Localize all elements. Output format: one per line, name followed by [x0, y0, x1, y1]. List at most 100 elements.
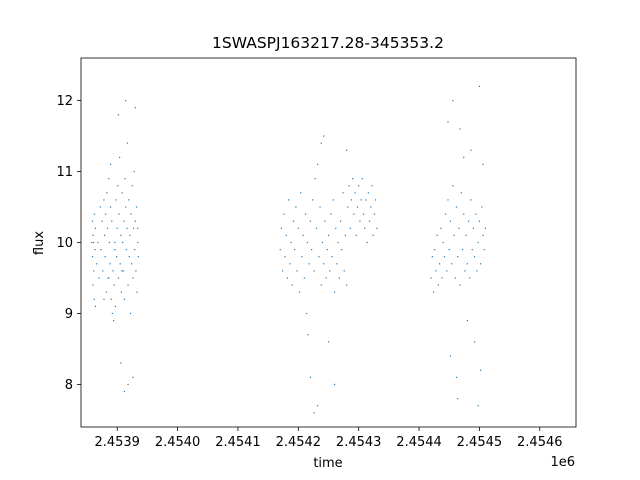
- data-point: [327, 341, 330, 343]
- data-point: [288, 199, 290, 201]
- data-point: [103, 234, 106, 236]
- y-tick-label: 11: [56, 165, 73, 180]
- data-point: [116, 227, 118, 229]
- data-point: [470, 199, 472, 201]
- data-point: [286, 277, 289, 279]
- data-point: [108, 178, 110, 180]
- data-point: [298, 291, 301, 293]
- data-point: [318, 256, 320, 258]
- data-point: [466, 319, 468, 322]
- data-point: [352, 178, 354, 180]
- y-tick-label: 9: [65, 307, 73, 322]
- data-point: [325, 277, 327, 279]
- data-point: [292, 220, 295, 222]
- data-point: [472, 227, 474, 229]
- data-point: [99, 206, 101, 208]
- data-point: [442, 241, 444, 244]
- data-point: [321, 241, 324, 244]
- data-point: [291, 284, 293, 286]
- data-point: [482, 234, 484, 236]
- data-point: [117, 114, 120, 116]
- data-point: [449, 220, 452, 222]
- data-point: [434, 249, 436, 251]
- data-point: [135, 206, 138, 208]
- data-point: [97, 241, 99, 244]
- x-tick-label: 2.4541: [215, 435, 261, 450]
- data-point: [91, 220, 94, 222]
- data-point: [124, 178, 126, 180]
- data-point: [480, 263, 482, 265]
- data-point: [106, 192, 108, 194]
- data-point: [121, 192, 123, 194]
- data-point: [320, 142, 322, 144]
- data-point: [329, 270, 331, 272]
- data-point: [114, 305, 117, 307]
- y-tick-label: 8: [65, 378, 73, 393]
- data-point: [96, 263, 98, 265]
- data-point: [447, 121, 449, 123]
- data-point: [459, 284, 461, 286]
- data-point: [92, 284, 94, 286]
- data-point: [469, 277, 471, 279]
- data-point: [134, 107, 136, 109]
- data-point: [307, 334, 309, 336]
- data-point: [290, 241, 292, 244]
- data-point: [126, 227, 128, 229]
- data-point: [306, 312, 308, 315]
- data-point: [313, 412, 315, 414]
- data-point: [109, 163, 112, 166]
- data-point: [435, 270, 437, 272]
- data-point: [101, 220, 103, 222]
- data-point: [470, 149, 472, 151]
- x-tick-label: 2.4545: [457, 435, 503, 450]
- data-point: [343, 270, 345, 272]
- data-point: [128, 199, 130, 201]
- data-point: [280, 227, 283, 229]
- data-point: [317, 405, 319, 407]
- data-point: [360, 199, 362, 201]
- data-point: [461, 249, 464, 251]
- x-tick-label: 2.4539: [94, 435, 140, 450]
- data-point: [373, 213, 375, 215]
- data-point: [122, 241, 124, 244]
- data-point: [448, 249, 450, 251]
- data-point: [311, 249, 313, 251]
- data-point: [301, 256, 303, 258]
- data-point: [312, 199, 314, 201]
- data-point: [353, 213, 355, 215]
- data-point: [443, 256, 445, 258]
- data-point: [133, 170, 135, 173]
- data-point: [129, 312, 132, 315]
- data-point: [136, 291, 138, 293]
- data-point: [455, 376, 458, 378]
- data-point: [91, 256, 94, 258]
- data-point: [119, 263, 121, 265]
- data-point: [132, 376, 134, 378]
- data-point: [344, 234, 346, 236]
- data-point: [356, 206, 359, 208]
- data-point: [464, 270, 466, 272]
- data-point: [127, 284, 129, 286]
- data-point: [112, 270, 114, 272]
- data-point: [323, 135, 325, 137]
- data-point: [337, 241, 339, 244]
- data-point: [303, 277, 305, 279]
- data-point: [123, 298, 126, 300]
- data-point: [279, 249, 281, 251]
- data-point: [137, 256, 139, 258]
- y-tick-label: 12: [56, 94, 73, 109]
- data-point: [103, 199, 105, 201]
- data-point: [295, 206, 297, 208]
- data-point: [326, 249, 328, 251]
- data-point: [111, 220, 113, 222]
- data-point: [473, 256, 476, 258]
- data-point: [306, 241, 308, 244]
- x-axis-label: time: [313, 456, 342, 471]
- data-point: [458, 227, 460, 229]
- data-point: [431, 256, 433, 258]
- data-point: [109, 206, 112, 208]
- data-point: [300, 192, 302, 194]
- data-point: [125, 249, 127, 251]
- data-point: [449, 355, 452, 357]
- data-point: [480, 369, 482, 371]
